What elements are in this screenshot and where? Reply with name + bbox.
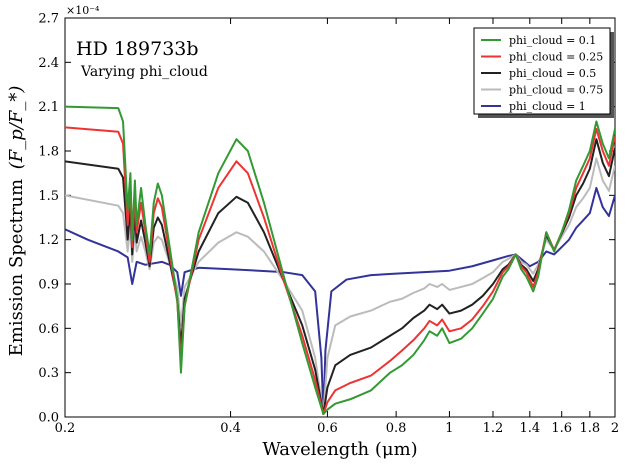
y-offset-text: ×10⁻⁴	[66, 4, 100, 17]
x-tick-label: 1.2	[483, 421, 504, 436]
y-axis-label-math: (F_p/F_*)	[6, 86, 27, 170]
y-tick-label: 1.5	[38, 189, 59, 204]
y-axis-label: Emission Spectrum (F_p/F_*)	[6, 86, 27, 357]
x-axis-label: Wavelength (μm)	[262, 439, 417, 460]
x-tick-label: 0.4	[220, 421, 241, 436]
y-tick-label: 0.9	[38, 278, 59, 293]
x-tick-label: 0.6	[317, 421, 338, 436]
legend-label: phi_cloud = 0.25	[509, 51, 603, 64]
x-tick-label: 0.2	[55, 421, 76, 436]
series-line-phi-cloud-0-1	[65, 105, 615, 416]
x-tick-label: 1.8	[579, 421, 600, 436]
x-tick-label: 0.8	[386, 421, 407, 436]
y-tick-label: 2.1	[38, 100, 59, 115]
y-tick-label: 0.0	[38, 411, 59, 426]
x-tick-label: 1	[445, 421, 453, 436]
series-layer	[65, 105, 615, 416]
svg-text:Emission Spectrum (F_p/F: Emission Spectrum (F_p/F_*)	[6, 86, 27, 357]
y-tick-label: 2.7	[38, 12, 59, 27]
y-tick-label: 0.3	[38, 366, 59, 381]
y-tick-label: 1.8	[38, 145, 59, 160]
x-tick-label: 2	[611, 421, 619, 436]
legend-label: phi_cloud = 0.5	[509, 67, 596, 80]
y-axis-label-main: Emission Spectrum	[6, 179, 27, 356]
legend-label: phi_cloud = 0.75	[509, 84, 603, 97]
y-tick-label: 2.4	[38, 56, 59, 71]
y-tick-label: 1.2	[38, 233, 59, 248]
legend-label: phi_cloud = 1	[509, 100, 586, 113]
series-line-phi-cloud-0-75	[65, 157, 615, 416]
planet-annotation: HD 189733b	[76, 38, 199, 60]
y-tick-label: 0.6	[38, 322, 59, 337]
subtitle-annotation: Varying phi_cloud	[80, 64, 208, 80]
series-line-phi-cloud-1	[65, 186, 615, 416]
x-axis: 0.2 0.4 0.6 0.8 1 1.2 1.4 1.6 1.8 2	[55, 18, 619, 436]
legend: phi_cloud = 0.1 phi_cloud = 0.25 phi_cloud…	[473, 27, 614, 118]
x-tick-label: 1.4	[519, 421, 540, 436]
x-tick-label: 1.6	[551, 421, 572, 436]
legend-label: phi_cloud = 0.1	[509, 34, 596, 47]
